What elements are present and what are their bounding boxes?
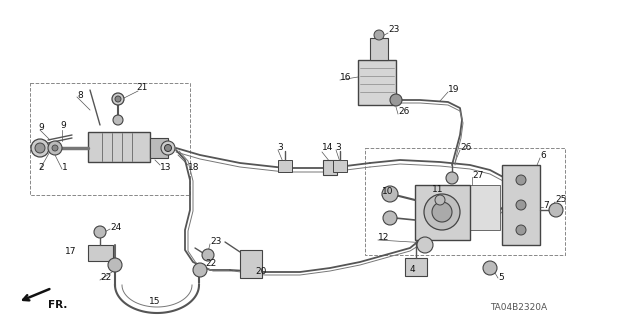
Bar [323,160,337,175]
Bar [365,148,565,255]
Circle shape [113,115,123,125]
Circle shape [446,172,458,184]
Text: 25: 25 [555,196,566,204]
Text: FR.: FR. [48,300,67,310]
Circle shape [164,145,172,152]
Text: 2: 2 [38,162,44,172]
Text: 22: 22 [100,273,111,283]
Circle shape [31,139,49,157]
Bar [370,38,388,60]
Bar [333,160,347,172]
Text: 3: 3 [335,144,340,152]
Text: 9: 9 [60,122,66,130]
Text: 3: 3 [277,144,283,152]
Circle shape [417,237,433,253]
Bar [30,83,190,195]
Text: 23: 23 [210,238,221,247]
Circle shape [549,203,563,217]
Bar [150,138,168,158]
Text: 14: 14 [322,144,333,152]
Circle shape [35,143,45,153]
Bar [278,160,292,172]
Circle shape [161,141,175,155]
Circle shape [516,175,526,185]
Text: 15: 15 [149,298,161,307]
Text: 12: 12 [378,234,389,242]
Text: 24: 24 [110,222,121,232]
Text: 16: 16 [340,72,351,81]
Text: 27: 27 [472,170,483,180]
Bar [240,250,262,278]
Bar [405,258,427,276]
Circle shape [483,261,497,275]
Text: 10: 10 [382,188,394,197]
Circle shape [432,202,452,222]
Text: TA04B2320A: TA04B2320A [490,303,547,313]
Circle shape [202,249,214,261]
Bar [470,185,500,230]
Circle shape [424,194,460,230]
Text: 22: 22 [205,258,216,268]
Text: 4: 4 [410,265,415,275]
Text: 21: 21 [136,84,147,93]
Text: 26: 26 [460,144,472,152]
Bar [88,245,113,261]
Bar [415,185,470,240]
Circle shape [374,30,384,40]
Circle shape [115,96,121,102]
Circle shape [516,225,526,235]
Text: 18: 18 [188,164,200,173]
Text: 17: 17 [65,248,77,256]
Text: 13: 13 [160,164,172,173]
Text: 8: 8 [77,91,83,100]
Text: 6: 6 [540,151,546,160]
Circle shape [390,94,402,106]
Circle shape [516,200,526,210]
Circle shape [94,226,106,238]
Circle shape [108,258,122,272]
Circle shape [193,263,207,277]
Circle shape [435,195,445,205]
Text: 9: 9 [38,123,44,132]
Text: 5: 5 [498,272,504,281]
Text: 1: 1 [62,162,68,172]
Text: 20: 20 [255,268,266,277]
Text: 11: 11 [432,184,444,194]
Text: 23: 23 [388,26,399,34]
Circle shape [48,141,62,155]
Circle shape [52,145,58,151]
Text: 19: 19 [448,85,460,94]
Bar [502,165,540,245]
Bar [358,60,396,105]
Circle shape [382,186,398,202]
Text: 26: 26 [398,108,410,116]
Circle shape [112,93,124,105]
Text: 7: 7 [543,201,548,210]
Circle shape [383,211,397,225]
Bar [88,132,150,162]
